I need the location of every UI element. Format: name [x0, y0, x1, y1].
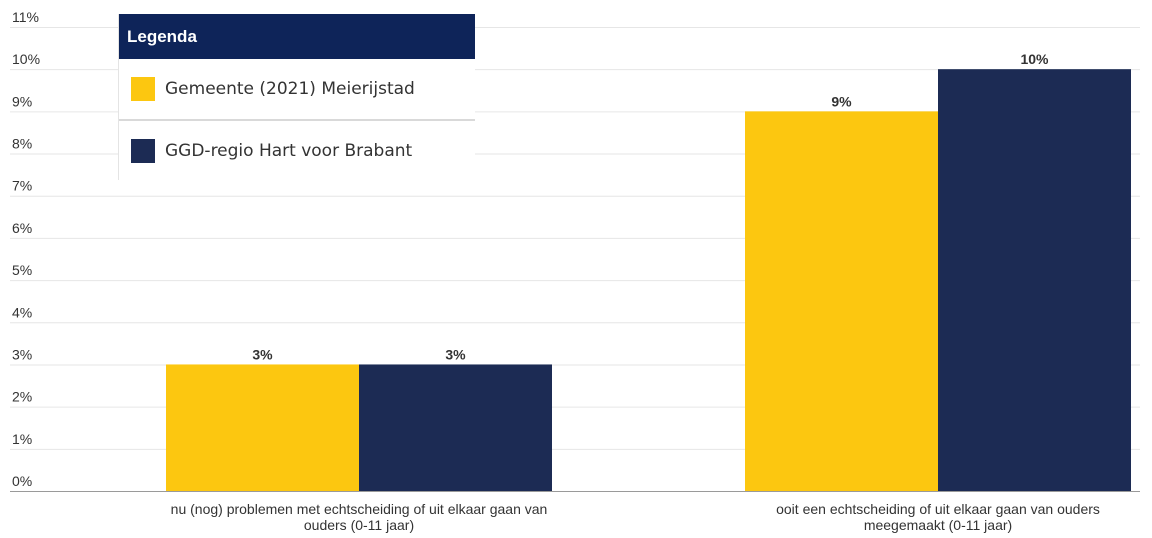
y-tick-label: 0%	[12, 473, 32, 489]
bar	[938, 69, 1131, 491]
data-label: 10%	[1020, 51, 1049, 67]
legend-swatch-ggd	[131, 139, 155, 163]
y-tick-label: 9%	[12, 93, 32, 109]
bar	[166, 364, 359, 491]
data-label: 3%	[252, 346, 273, 362]
bar	[745, 111, 938, 491]
category-label: ouders (0-11 jaar)	[304, 517, 414, 533]
y-tick-label: 3%	[12, 346, 32, 362]
y-tick-label: 4%	[12, 304, 32, 320]
legend-item-ggd: GGD-regio Hart voor Brabant	[119, 119, 475, 181]
y-tick-label: 11%	[12, 9, 39, 25]
category-label: ooit een echtscheiding of uit elkaar gaa…	[776, 501, 1100, 517]
data-label: 9%	[831, 93, 852, 109]
category-label: nu (nog) problemen met echtscheiding of …	[171, 501, 548, 517]
legend-swatch-gemeente	[131, 77, 155, 101]
bar	[359, 364, 552, 491]
y-tick-label: 2%	[12, 389, 32, 405]
data-label: 3%	[445, 346, 466, 362]
y-tick-label: 1%	[12, 431, 32, 447]
y-tick-label: 8%	[12, 136, 32, 152]
legend: Legenda Gemeente (2021) Meierijstad GGD-…	[118, 14, 475, 180]
legend-label-ggd: GGD-regio Hart voor Brabant	[165, 141, 413, 161]
legend-label-gemeente: Gemeente (2021) Meierijstad	[165, 79, 415, 99]
y-tick-label: 10%	[12, 51, 40, 67]
y-tick-label: 7%	[12, 178, 32, 194]
y-tick-label: 6%	[12, 220, 32, 236]
y-tick-label: 5%	[12, 262, 32, 278]
category-label: meegemaakt (0-11 jaar)	[864, 517, 1012, 533]
legend-item-gemeente: Gemeente (2021) Meierijstad	[119, 59, 475, 119]
legend-title: Legenda	[119, 14, 475, 59]
